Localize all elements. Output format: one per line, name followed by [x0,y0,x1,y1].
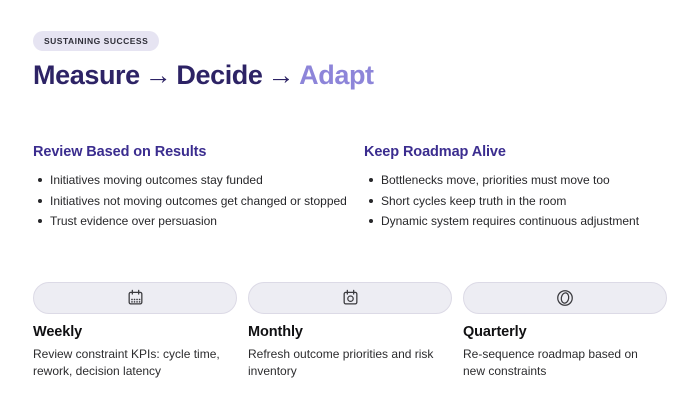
list-item: Short cycles keep truth in the room [364,195,667,207]
title-word-adapt: Adapt [299,60,374,90]
cadence-card-monthly: Monthly Refresh outcome priorities and r… [248,281,452,380]
cadence-title: Monthly [248,323,303,340]
icon-pill [463,281,667,314]
icon-pill [248,281,452,314]
two-column-lists: Review Based on Results Initiatives movi… [33,144,667,236]
cadence-description: Re-sequence roadmap based on new constra… [463,346,638,378]
cadence-card-weekly: Weekly Review constraint KPIs: cycle tim… [33,281,237,380]
title-word-measure: Measure [33,60,140,90]
calendar-month-icon [341,288,360,307]
cadence-title: Weekly [33,323,83,340]
column-heading: Keep Roadmap Alive [363,144,506,160]
target-icon [555,288,575,308]
section-badge: SUSTAINING SUCCESS [33,31,160,51]
page-title: Measure → Decide → Adapt [33,60,667,91]
column-keep-roadmap-alive: Keep Roadmap Alive Bottlenecks move, pri… [364,144,667,236]
list-item: Initiatives moving outcomes stay funded [33,174,364,186]
list-item: Trust evidence over persuasion [33,215,364,227]
bullet-list: Bottlenecks move, priorities must move t… [364,174,667,227]
list-item: Dynamic system requires continuous adjus… [364,215,667,227]
cadence-description: Refresh outcome priorities and risk inve… [248,346,434,378]
calendar-week-icon [126,288,145,307]
column-heading: Review Based on Results [33,144,207,160]
title-word-decide: Decide [176,60,263,90]
arrow-right-icon: → [267,60,295,90]
column-review-based-on-results: Review Based on Results Initiatives movi… [33,144,364,236]
cadence-cards: Weekly Review constraint KPIs: cycle tim… [33,281,667,380]
list-item: Bottlenecks move, priorities must move t… [364,174,667,186]
cadence-card-quarterly: Quarterly Re-sequence roadmap based on n… [463,281,667,380]
cadence-description: Review constraint KPIs: cycle time, rewo… [33,346,220,378]
cadence-title: Quarterly [463,323,527,340]
list-item: Initiatives not moving outcomes get chan… [33,195,364,207]
icon-pill [33,281,237,314]
bullet-list: Initiatives moving outcomes stay funded … [33,174,364,227]
slide-sustaining-success: SUSTAINING SUCCESS Measure → Decide → Adapt … [33,31,667,380]
arrow-right-icon: → [144,60,172,90]
